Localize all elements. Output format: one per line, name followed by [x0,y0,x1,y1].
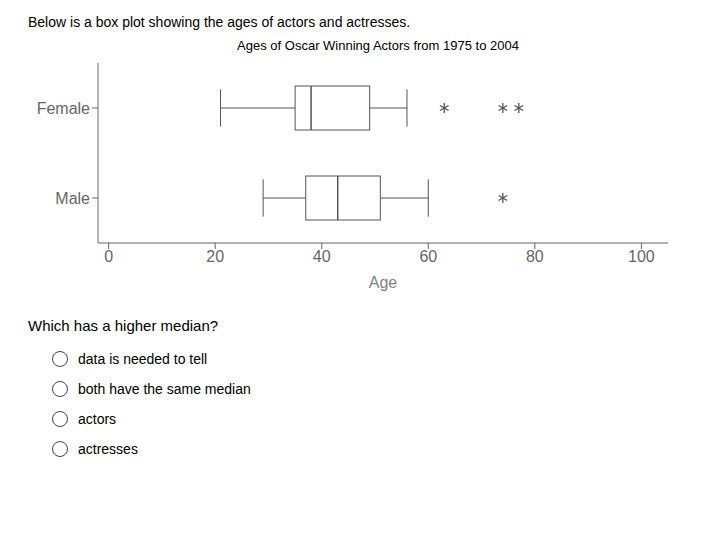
svg-text:Female: Female [37,100,90,117]
html-text:Ages of Oscar Winning Actors f: Ages of Oscar Winning Actors from 1975 t… [237,38,519,53]
svg-text:Age: Age [369,274,398,291]
html-text:both have the same median: both have the same median [78,381,251,397]
html-text:actors: actors [78,411,117,427]
svg-text:Male: Male [55,190,90,207]
html-text:actresses: actresses [78,441,138,457]
html-text:data is needed to tell: data is needed to tell [78,351,208,367]
svg-text:100: 100 [628,248,655,265]
svg-text:40: 40 [313,248,331,265]
html-text:Which has a higher median?: Which has a higher median? [28,317,219,334]
svg-text:60: 60 [419,248,437,265]
svg-text:0: 0 [104,248,113,265]
svg-text:20: 20 [206,248,224,265]
html-text:Below is a box plot showing th: Below is a box plot showing the ages of … [28,14,411,30]
svg-text:80: 80 [526,248,544,265]
